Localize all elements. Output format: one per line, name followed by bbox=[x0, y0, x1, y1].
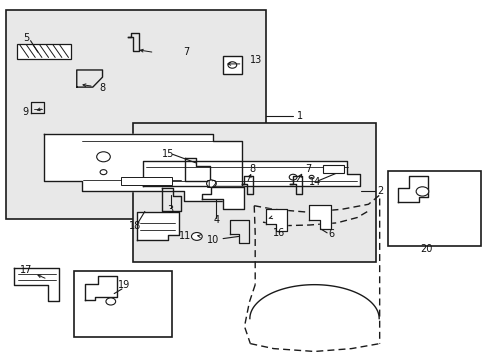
Bar bbox=[222, 56, 242, 73]
Text: 5: 5 bbox=[23, 33, 30, 43]
Circle shape bbox=[415, 187, 428, 196]
Polygon shape bbox=[136, 212, 179, 240]
Polygon shape bbox=[397, 176, 427, 202]
Text: 8: 8 bbox=[249, 164, 255, 174]
Text: 7: 7 bbox=[305, 164, 311, 174]
Bar bbox=[17, 44, 71, 59]
Bar bbox=[387, 171, 480, 246]
Text: 16: 16 bbox=[273, 228, 285, 238]
Text: 2: 2 bbox=[377, 186, 383, 197]
Text: 7: 7 bbox=[183, 48, 189, 58]
Text: 8: 8 bbox=[99, 83, 105, 93]
Polygon shape bbox=[44, 134, 242, 201]
Text: 9: 9 bbox=[22, 107, 29, 117]
Text: 11: 11 bbox=[178, 231, 190, 241]
Text: 14: 14 bbox=[309, 177, 321, 187]
Circle shape bbox=[106, 298, 116, 305]
Circle shape bbox=[97, 152, 110, 162]
Text: 18: 18 bbox=[128, 221, 141, 231]
Circle shape bbox=[191, 233, 202, 240]
Bar bbox=[120, 177, 171, 185]
Circle shape bbox=[100, 170, 107, 175]
Polygon shape bbox=[143, 161, 360, 186]
Text: 10: 10 bbox=[207, 235, 219, 245]
Text: 3: 3 bbox=[167, 205, 173, 215]
Text: 6: 6 bbox=[327, 229, 333, 239]
Bar bbox=[132, 123, 375, 262]
Circle shape bbox=[227, 62, 236, 68]
Polygon shape bbox=[308, 205, 330, 229]
Circle shape bbox=[308, 175, 313, 179]
Text: 4: 4 bbox=[213, 215, 219, 225]
Text: 19: 19 bbox=[118, 280, 130, 291]
Text: 12: 12 bbox=[206, 180, 218, 190]
Polygon shape bbox=[265, 209, 287, 231]
Circle shape bbox=[288, 174, 296, 180]
Circle shape bbox=[206, 180, 216, 187]
Text: 13: 13 bbox=[249, 55, 262, 65]
Polygon shape bbox=[201, 187, 243, 208]
Text: 17: 17 bbox=[20, 265, 32, 275]
Text: 1: 1 bbox=[296, 111, 303, 121]
Bar bbox=[323, 165, 343, 173]
Text: 15: 15 bbox=[161, 149, 174, 158]
Polygon shape bbox=[85, 276, 117, 300]
Bar bbox=[74, 271, 171, 337]
Text: 20: 20 bbox=[420, 244, 432, 253]
Polygon shape bbox=[14, 267, 59, 301]
Bar bbox=[6, 10, 266, 219]
